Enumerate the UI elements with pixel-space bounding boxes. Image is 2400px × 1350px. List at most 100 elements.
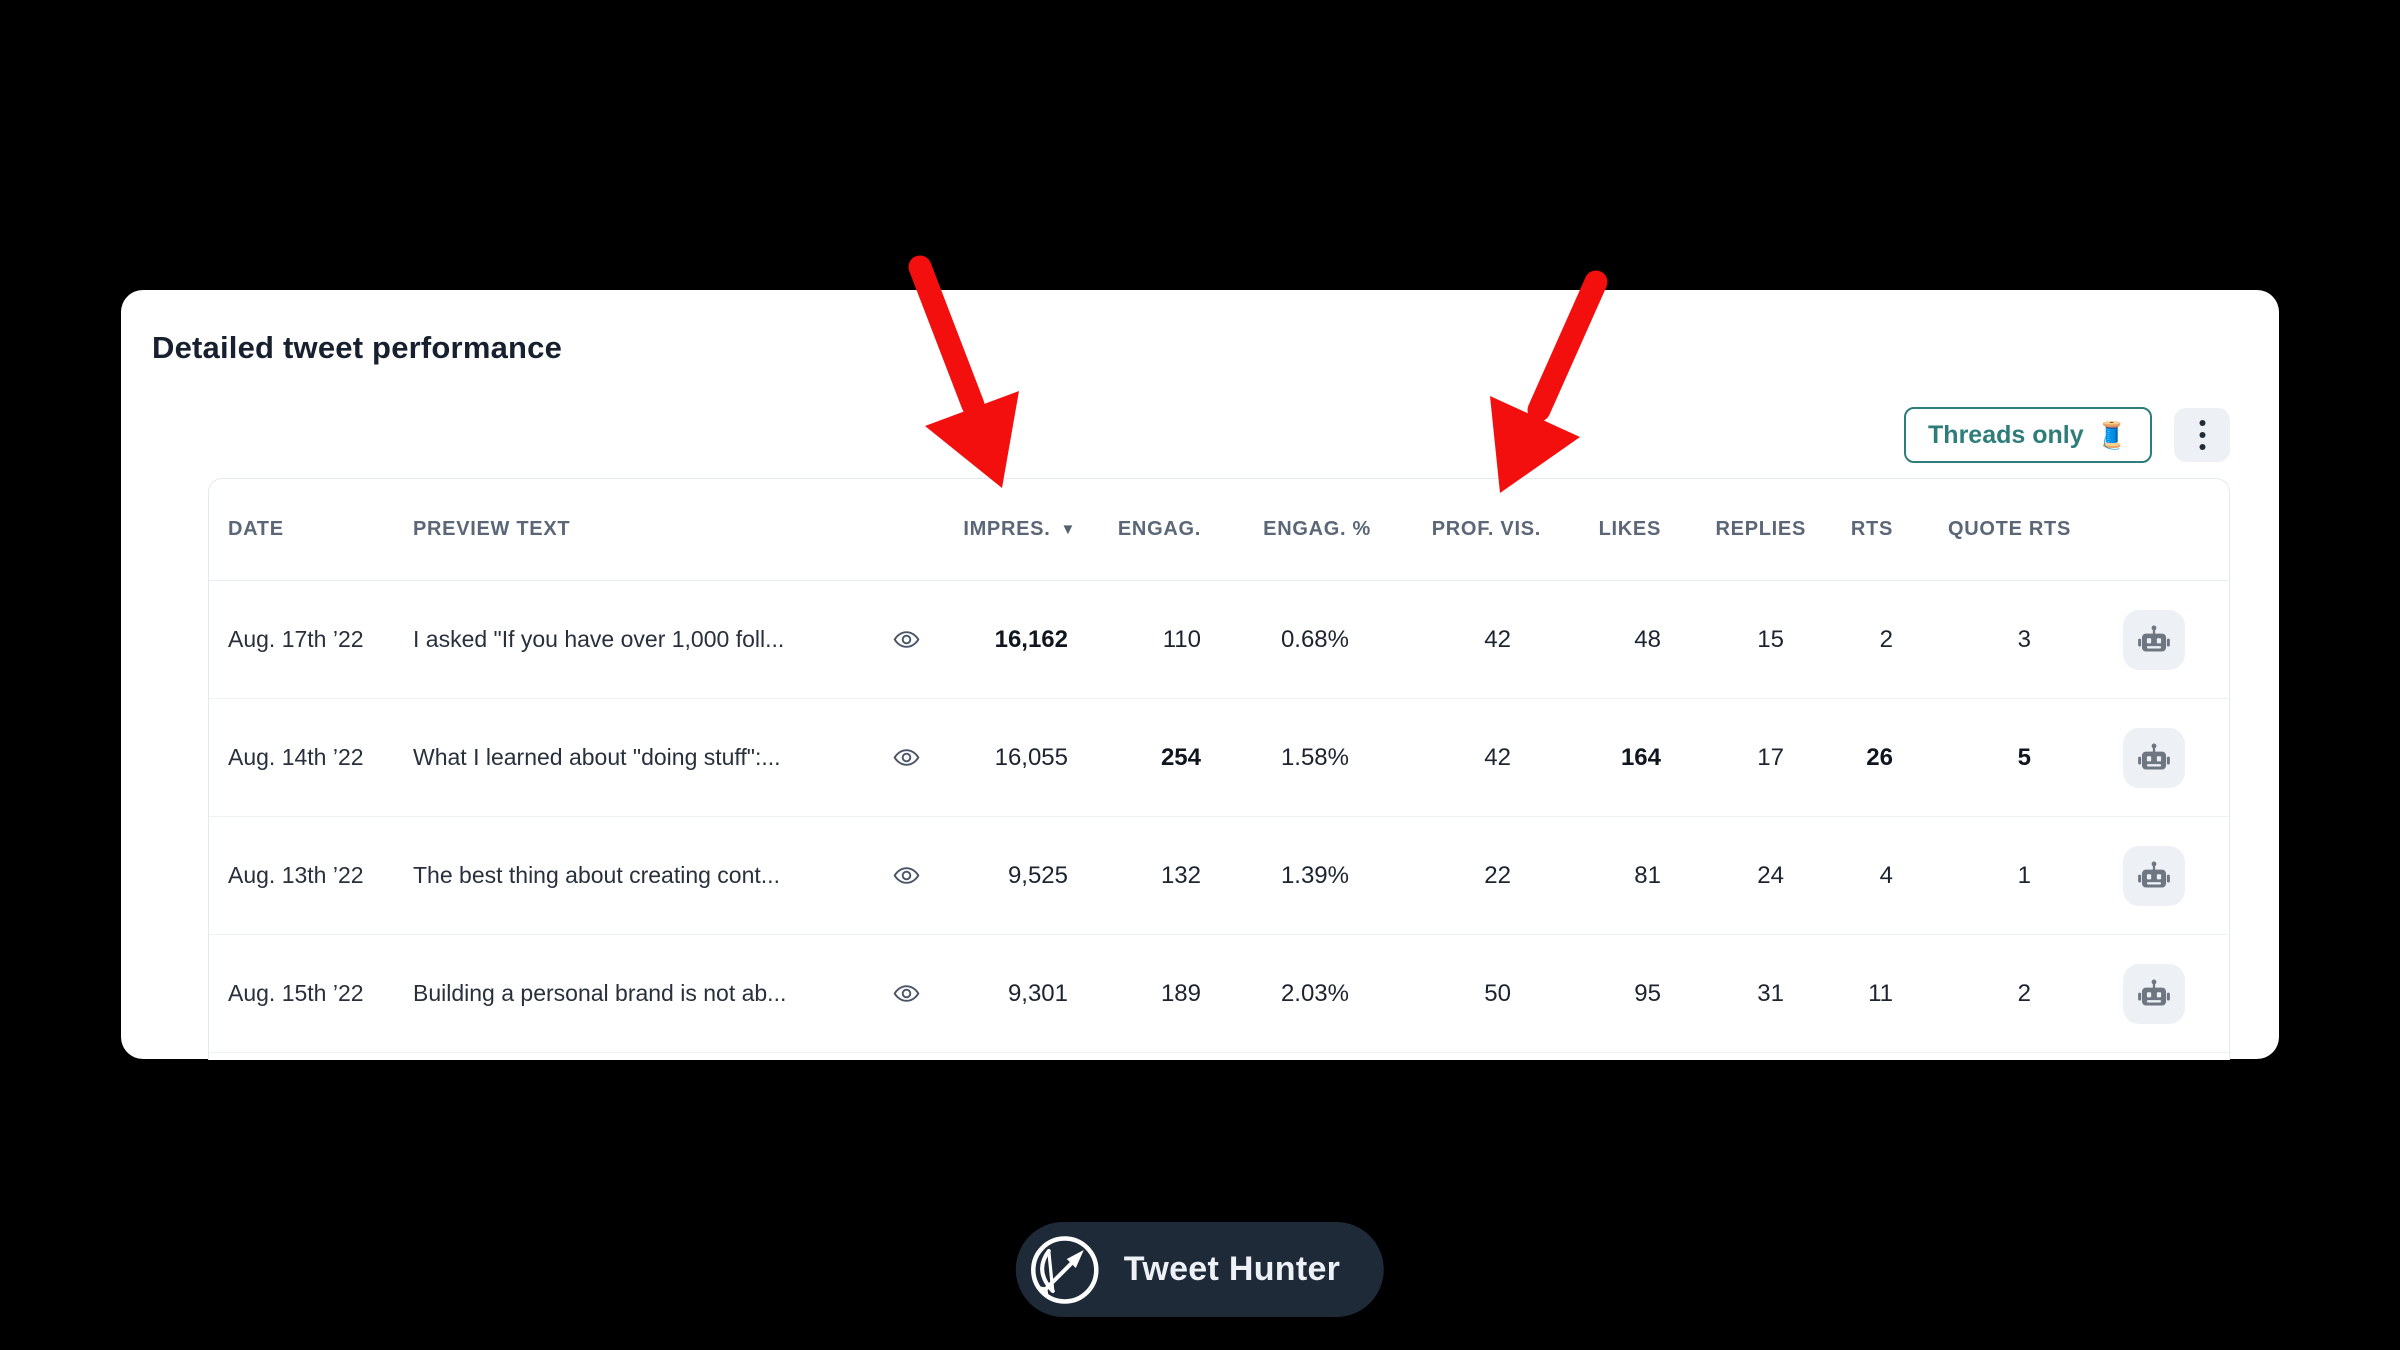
kebab-menu-icon [2199, 420, 2205, 450]
column-header-likes[interactable]: LIKES [1549, 479, 1669, 580]
cell-replies: 17 [1757, 743, 1784, 771]
cell-engagements: 132 [1160, 861, 1201, 889]
view-tweet-cell[interactable] [869, 935, 944, 1052]
cell-engagements: 254 [1160, 743, 1201, 771]
robot-icon [2138, 979, 2170, 1005]
table-header-row: DATE PREVIEW TEXT IMPRES. ▼ ENGAG. ENGAG. % PR… [209, 479, 2229, 581]
cell-quote_rts: 3 [2017, 625, 2031, 653]
threads-only-button[interactable]: Threads only 🧵 [1904, 407, 2152, 463]
tweet-hunter-logo-icon [1031, 1235, 1099, 1304]
column-header-preview[interactable]: PREVIEW TEXT [399, 479, 869, 580]
column-label: REPLIES [1715, 518, 1806, 540]
cell-date: Aug. 15th ’22 [228, 980, 364, 1006]
column-label: ENGAG. [1117, 518, 1201, 540]
cell-impressions: 9,525 [1007, 861, 1068, 889]
tweet-performance-table: DATE PREVIEW TEXT IMPRES. ▼ ENGAG. ENGAG. % PR… [208, 478, 2230, 1060]
cell-replies: 15 [1757, 625, 1784, 653]
ai-action-button[interactable] [2123, 845, 2185, 906]
cell-rts: 11 [1868, 979, 1893, 1007]
cell-date: Aug. 13th ’22 [228, 862, 364, 888]
cell-engagements: 110 [1162, 625, 1201, 653]
cell-quote_rts: 5 [2017, 743, 2031, 771]
column-label: RTS [1850, 518, 1893, 540]
sort-desc-icon: ▼ [1060, 521, 1076, 538]
ai-action-button[interactable] [2123, 727, 2185, 788]
actions-cell [2079, 935, 2229, 1052]
page-title: Detailed tweet performance [152, 330, 563, 365]
cell-date: Aug. 17th ’22 [228, 626, 364, 652]
column-label: LIKES [1598, 518, 1661, 540]
actions-cell [2079, 581, 2229, 698]
cell-impressions: 16,162 [994, 625, 1068, 653]
cell-likes: 164 [1620, 743, 1661, 771]
robot-icon [2138, 743, 2170, 769]
column-label: PREVIEW TEXT [413, 518, 571, 540]
column-header-view [869, 479, 944, 580]
column-label: IMPRES. [963, 518, 1051, 540]
column-header-rts[interactable]: RTS [1814, 479, 1901, 580]
table-row: Aug. 14th ’22 What I learned about "doing… [209, 699, 2229, 817]
view-tweet-cell[interactable] [869, 581, 944, 698]
cell-date: Aug. 14th ’22 [228, 744, 364, 770]
column-header-replies[interactable]: REPLIES [1669, 479, 1814, 580]
cell-profile_visits: 22 [1484, 861, 1511, 889]
cell-profile_visits: 42 [1484, 743, 1511, 771]
badge-label: Tweet Hunter [1123, 1250, 1341, 1288]
toolbar: Threads only 🧵 [1904, 407, 2230, 463]
table-row: Aug. 15th ’22 Building a personal brand i… [209, 935, 2229, 1053]
cell-profile_visits: 50 [1484, 979, 1511, 1007]
column-label: QUOTE RTS [1948, 518, 2071, 540]
preview-eye-icon [893, 867, 920, 884]
cell-replies: 24 [1757, 861, 1784, 889]
column-header-profile_visits[interactable]: PROF. VIS. [1379, 479, 1549, 580]
ai-action-button[interactable] [2123, 963, 2185, 1024]
cell-preview: I asked "If you have over 1,000 foll... [413, 626, 785, 652]
robot-icon [2138, 625, 2170, 651]
column-header-actions [2079, 479, 2229, 580]
table-row: Aug. 13th ’22 The best thing about creati… [209, 817, 2229, 935]
cell-likes: 81 [1634, 861, 1661, 889]
preview-eye-icon [893, 985, 920, 1002]
cell-replies: 31 [1757, 979, 1784, 1007]
cell-engagements: 189 [1160, 979, 1201, 1007]
thread-spool-icon: 🧵 [2095, 419, 2128, 450]
cell-engagement_pct: 2.03% [1280, 979, 1349, 1007]
threads-only-label: Threads only [1928, 420, 2084, 449]
actions-cell [2079, 699, 2229, 816]
cell-preview: The best thing about creating cont... [413, 862, 780, 888]
cell-preview: What I learned about "doing stuff":... [413, 744, 781, 770]
column-label: PROF. VIS. [1431, 518, 1541, 540]
table-body: Aug. 17th ’22 I asked "If you have over 1… [209, 581, 2229, 1053]
column-header-date[interactable]: DATE [209, 479, 399, 580]
cell-profile_visits: 42 [1484, 625, 1511, 653]
more-options-button[interactable] [2174, 408, 2230, 462]
view-tweet-cell[interactable] [869, 699, 944, 816]
column-header-quote_rts[interactable]: QUOTE RTS [1901, 479, 2079, 580]
cell-quote_rts: 2 [2017, 979, 2031, 1007]
tweet-hunter-badge: Tweet Hunter [1015, 1222, 1385, 1317]
table-row: Aug. 17th ’22 I asked "If you have over 1… [209, 581, 2229, 699]
cell-quote_rts: 1 [2017, 861, 2031, 889]
cell-impressions: 9,301 [1007, 979, 1068, 1007]
cell-preview: Building a personal brand is not ab... [413, 980, 787, 1006]
cell-engagement_pct: 1.39% [1280, 861, 1349, 889]
preview-eye-icon [893, 631, 920, 648]
preview-eye-icon [893, 749, 920, 766]
ai-action-button[interactable] [2123, 609, 2185, 670]
column-header-engagement_pct[interactable]: ENGAG. % [1209, 479, 1379, 580]
column-label: DATE [228, 518, 284, 540]
robot-icon [2138, 861, 2170, 887]
column-label: ENGAG. % [1263, 518, 1371, 540]
cell-rts: 4 [1879, 861, 1893, 889]
cell-engagement_pct: 0.68% [1280, 625, 1349, 653]
cell-rts: 26 [1866, 743, 1893, 771]
view-tweet-cell[interactable] [869, 817, 944, 934]
cell-engagement_pct: 1.58% [1280, 743, 1349, 771]
cell-likes: 48 [1634, 625, 1661, 653]
cell-rts: 2 [1879, 625, 1893, 653]
actions-cell [2079, 817, 2229, 934]
column-header-engagements[interactable]: ENGAG. [1084, 479, 1209, 580]
column-header-impressions[interactable]: IMPRES. ▼ [944, 479, 1084, 580]
performance-card: Detailed tweet performance Threads only … [121, 290, 2279, 1060]
cell-likes: 95 [1634, 979, 1661, 1007]
